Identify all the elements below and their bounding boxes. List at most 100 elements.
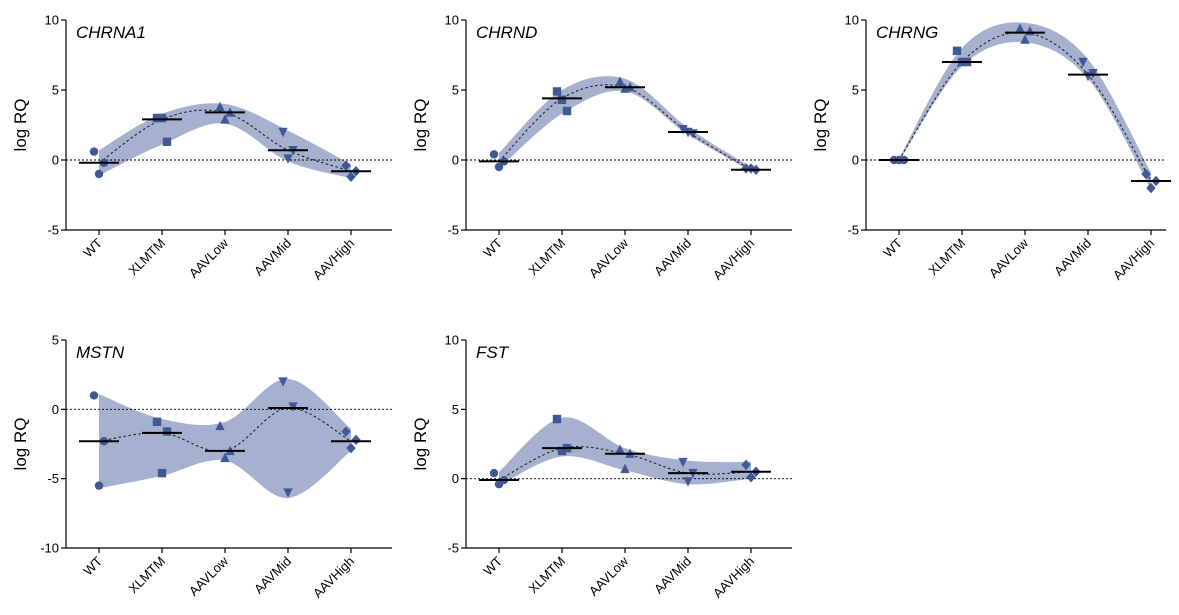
- data-point: [615, 76, 625, 86]
- data-point: [152, 113, 162, 123]
- y-tick-label: 10: [445, 333, 459, 348]
- range-band: [99, 378, 351, 499]
- data-point: [741, 459, 751, 470]
- x-tick-label: AAVMid: [651, 236, 694, 279]
- data-point: [278, 377, 288, 387]
- y-tick-label: 0: [52, 402, 59, 417]
- x-tick-label: AAVMid: [251, 554, 294, 597]
- x-tick-label: AAVLow: [186, 553, 232, 599]
- data-point: [351, 434, 361, 446]
- x-tick-label: AAVHigh: [710, 236, 757, 283]
- x-tick-label: XLMTM: [125, 554, 168, 597]
- x-tick-label: XLMTM: [125, 236, 168, 279]
- data-point: [341, 426, 351, 437]
- data-point: [615, 444, 625, 454]
- x-tick-label: AAVHigh: [310, 236, 357, 283]
- x-tick-label: AAVLow: [586, 235, 632, 281]
- x-tick-label: WT: [80, 553, 105, 578]
- chart-panel-chrng: -5 0 5 10 WT XLMTM AAVLow AAVMid AAVHigh log RQ CH…: [811, 13, 1171, 283]
- data-point: [215, 420, 225, 431]
- y-tick-label: 5: [52, 333, 59, 348]
- data-point: [1146, 182, 1156, 194]
- data-point: [1078, 57, 1088, 68]
- chart-panel-chrnd: -5 0 5 10 WT XLMTM AAVLow AAVMid AAVHigh log RQ CH…: [411, 13, 792, 283]
- data-point: [283, 154, 293, 164]
- chart-title: CHRNA1: [76, 23, 146, 42]
- chart-panel-mstn: -10 -5 0 5 WT XLMTM AAVLow AAVMid AAVHigh log RQ M…: [11, 333, 392, 601]
- data-point: [678, 125, 688, 135]
- data-point: [746, 472, 756, 483]
- chart-panel-chrna1: -5 0 5 10 WT XLMTM AAVLow AAVMid AAVHigh log RQ CH…: [11, 13, 392, 283]
- x-tick-label: AAVLow: [986, 235, 1032, 281]
- x-tick-label: AAVHigh: [710, 554, 757, 601]
- data-point: [152, 417, 162, 427]
- data-point: [1020, 34, 1030, 44]
- data-point: [489, 150, 499, 159]
- data-point: [278, 127, 288, 138]
- y-tick-label: -5: [447, 541, 459, 556]
- y-tick-label: -5: [447, 223, 459, 238]
- data-point: [552, 87, 562, 96]
- x-tick-label: AAVMid: [251, 236, 294, 279]
- y-tick-label: -5: [47, 471, 59, 486]
- data-point: [220, 452, 230, 463]
- y-tick-label: -10: [40, 541, 59, 556]
- y-axis-label: log RQ: [11, 418, 30, 471]
- y-axis-label: log RQ: [11, 99, 30, 152]
- x-tick-label: AAVHigh: [1110, 236, 1157, 283]
- y-tick-label: 0: [452, 153, 459, 168]
- y-tick-label: 5: [852, 83, 859, 98]
- data-point: [94, 169, 104, 179]
- data-point: [562, 106, 572, 116]
- y-tick-label: 5: [452, 402, 459, 417]
- x-tick-label: XLMTM: [925, 236, 968, 279]
- chart-panel-fst: -5 0 5 10 WT XLMTM AAVLow AAVMid AAVHigh log RQ FS…: [411, 333, 792, 601]
- x-tick-label: XLMTM: [525, 554, 568, 597]
- data-point: [620, 463, 630, 474]
- x-tick-label: AAVMid: [1051, 236, 1094, 279]
- data-point: [162, 427, 172, 436]
- data-point: [283, 488, 293, 498]
- x-tick-label: WT: [480, 235, 505, 260]
- data-point: [89, 391, 99, 400]
- data-point: [494, 162, 504, 172]
- y-tick-label: 0: [852, 153, 859, 168]
- data-point: [94, 481, 104, 490]
- x-tick-label: AAVLow: [186, 235, 232, 281]
- x-tick-label: XLMTM: [525, 236, 568, 279]
- y-tick-label: -5: [47, 223, 59, 238]
- y-tick-label: 10: [845, 13, 859, 28]
- chart-title: CHRND: [476, 23, 537, 42]
- data-point: [557, 95, 567, 104]
- mean-trend-line: [498, 446, 752, 481]
- data-point: [157, 468, 167, 478]
- y-tick-label: 5: [52, 83, 59, 98]
- data-point: [157, 113, 167, 123]
- data-point: [557, 446, 567, 456]
- data-point: [489, 468, 499, 478]
- x-tick-label: AAVLow: [586, 553, 632, 599]
- y-tick-label: 5: [452, 83, 459, 98]
- chart-title: CHRNG: [876, 23, 938, 42]
- data-point: [341, 160, 351, 171]
- y-axis-label: log RQ: [811, 99, 830, 152]
- data-point: [683, 477, 693, 487]
- y-tick-label: -5: [847, 223, 859, 238]
- data-point: [1015, 23, 1025, 33]
- data-point: [215, 101, 225, 111]
- chart-title: MSTN: [76, 343, 125, 362]
- y-tick-label: 10: [45, 13, 59, 28]
- y-tick-label: 10: [445, 13, 459, 28]
- range-band: [499, 417, 751, 486]
- x-tick-label: WT: [480, 553, 505, 578]
- data-point: [162, 137, 172, 146]
- x-tick-label: WT: [880, 235, 905, 260]
- data-point: [346, 171, 356, 182]
- data-point: [678, 457, 688, 468]
- data-point: [952, 46, 962, 55]
- x-tick-label: AAVMid: [651, 554, 694, 597]
- data-point: [89, 147, 99, 156]
- data-point: [741, 163, 751, 174]
- x-tick-label: WT: [80, 235, 105, 260]
